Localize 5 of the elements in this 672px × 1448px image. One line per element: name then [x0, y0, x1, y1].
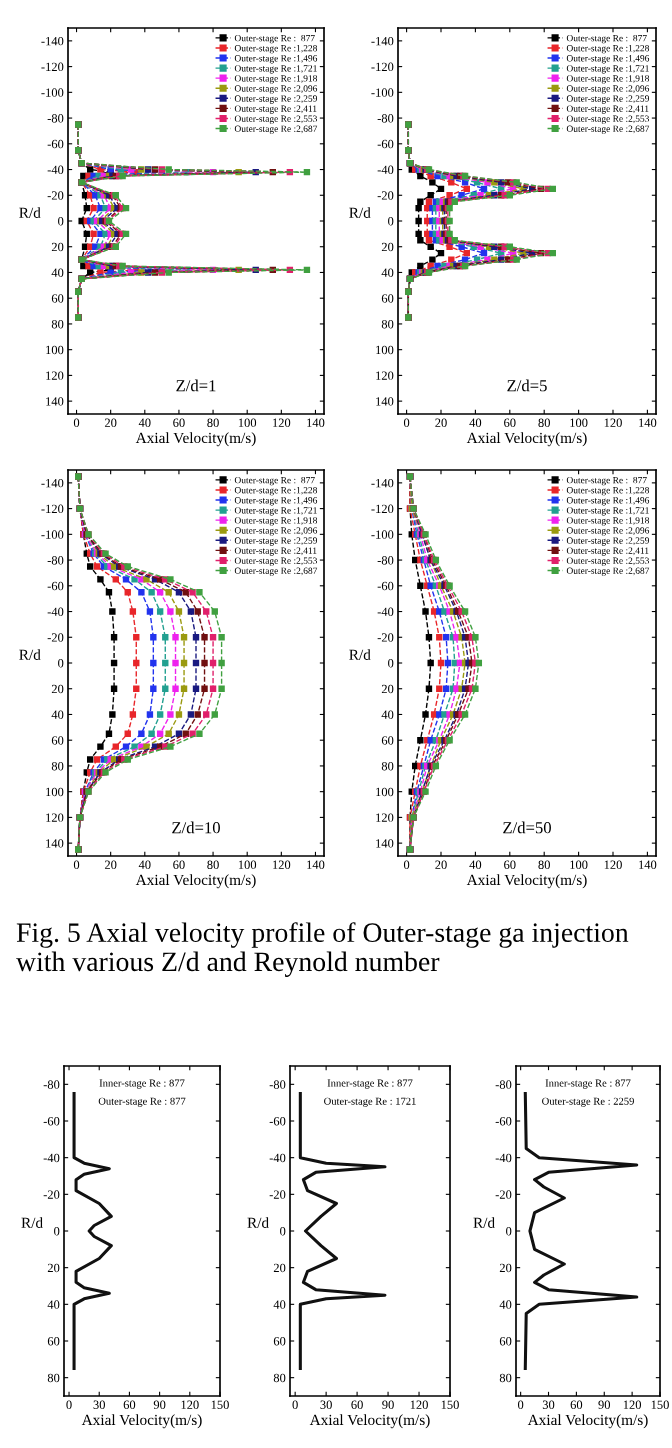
- annotation: Z/d=5: [507, 379, 547, 392]
- annotation: Z/d=10: [172, 821, 220, 834]
- text: Fig. 5 Axial velocity profile of Outer-stage ga injection with various Z/d and Reynold number: [16, 922, 629, 977]
- annotation: Z/d=50: [503, 821, 551, 834]
- annotation: Z/d=1: [176, 379, 216, 392]
